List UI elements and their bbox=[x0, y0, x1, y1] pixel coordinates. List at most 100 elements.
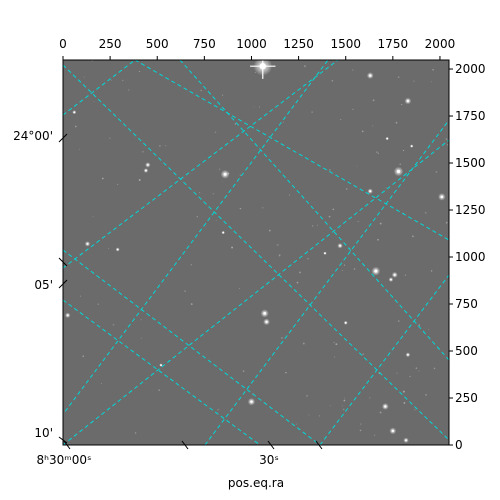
noise-speck bbox=[214, 131, 217, 133]
noise-speck bbox=[218, 168, 221, 170]
y-tick-label: 500 bbox=[455, 344, 478, 358]
noise-speck bbox=[333, 341, 335, 344]
noise-speck bbox=[430, 270, 433, 272]
noise-speck bbox=[295, 423, 298, 425]
image-noise bbox=[63, 60, 449, 436]
y-tick-label: 1000 bbox=[455, 250, 486, 264]
star bbox=[344, 321, 347, 324]
star bbox=[386, 137, 389, 140]
star bbox=[384, 405, 387, 408]
noise-speck bbox=[165, 145, 167, 147]
star bbox=[369, 190, 372, 193]
noise-speck bbox=[342, 408, 345, 411]
noise-speck bbox=[385, 187, 387, 189]
star bbox=[405, 439, 407, 442]
x-tick-label: 500 bbox=[146, 37, 169, 51]
star bbox=[410, 145, 413, 147]
noise-speck bbox=[222, 94, 224, 96]
star bbox=[250, 400, 253, 404]
grid-line bbox=[204, 119, 449, 445]
dec-tick-label: 10' bbox=[34, 426, 53, 440]
noise-speck bbox=[112, 323, 115, 326]
noise-speck bbox=[142, 150, 144, 153]
noise-speck bbox=[414, 409, 416, 411]
noise-speck bbox=[340, 119, 342, 120]
grid-line bbox=[63, 60, 136, 116]
noise-speck bbox=[109, 137, 111, 139]
noise-speck bbox=[196, 216, 198, 218]
noise-speck bbox=[238, 287, 240, 289]
star bbox=[407, 353, 409, 356]
x-tick-label: 1000 bbox=[236, 37, 267, 51]
noise-speck bbox=[138, 70, 141, 73]
grid-line bbox=[63, 299, 261, 445]
noise-speck bbox=[374, 434, 376, 436]
star bbox=[145, 169, 147, 172]
noise-speck bbox=[433, 367, 436, 370]
noise-speck bbox=[431, 81, 432, 83]
x-tick-label: 1500 bbox=[330, 37, 361, 51]
noise-speck bbox=[435, 170, 438, 173]
star bbox=[222, 231, 225, 234]
noise-speck bbox=[342, 405, 343, 407]
noise-speck bbox=[397, 76, 400, 78]
noise-speck bbox=[445, 221, 448, 224]
noise-speck bbox=[282, 121, 284, 123]
noise-speck bbox=[138, 179, 141, 181]
noise-speck bbox=[108, 248, 110, 249]
coordinate-grid bbox=[63, 60, 449, 445]
noise-speck bbox=[343, 264, 346, 266]
grid-line bbox=[63, 64, 449, 441]
noise-speck bbox=[92, 216, 94, 218]
ra-tick-mark bbox=[267, 440, 275, 450]
noise-speck bbox=[402, 149, 405, 152]
noise-speck bbox=[403, 401, 406, 404]
world-axis-left: 24°00' 05' 10' bbox=[13, 129, 68, 444]
noise-speck bbox=[411, 235, 414, 238]
noise-speck bbox=[278, 255, 281, 257]
noise-speck bbox=[258, 106, 260, 108]
noise-speck bbox=[128, 89, 130, 91]
noise-speck bbox=[311, 225, 314, 227]
noise-speck bbox=[116, 183, 119, 186]
noise-speck bbox=[82, 355, 85, 358]
noise-speck bbox=[100, 382, 102, 385]
noise-speck bbox=[288, 194, 291, 196]
noise-speck bbox=[379, 411, 382, 414]
grid-line bbox=[63, 60, 329, 416]
noise-speck bbox=[134, 432, 137, 434]
noise-speck bbox=[190, 303, 193, 306]
ra-tick-mark bbox=[63, 440, 71, 450]
grid-line bbox=[134, 60, 449, 241]
noise-speck bbox=[409, 375, 411, 378]
dec-tick-mark bbox=[58, 279, 68, 289]
noise-speck bbox=[401, 104, 403, 106]
dec-tick-label: 24°00' bbox=[13, 129, 53, 143]
noise-speck bbox=[281, 337, 283, 339]
noise-speck bbox=[215, 219, 217, 221]
x-axis-label: pos.eq.ra bbox=[228, 476, 284, 490]
noise-speck bbox=[299, 271, 301, 274]
noise-speck bbox=[372, 99, 375, 102]
x-tick-label: 1250 bbox=[283, 37, 314, 51]
star bbox=[73, 111, 76, 114]
noise-speck bbox=[335, 343, 338, 346]
star bbox=[390, 278, 392, 281]
noise-speck bbox=[278, 254, 281, 256]
noise-speck bbox=[357, 220, 359, 223]
star bbox=[391, 429, 394, 433]
ra-tick-label: 8ʰ30ᵐ00ˢ bbox=[37, 453, 92, 467]
x-tick-label: 250 bbox=[99, 37, 122, 51]
noise-speck bbox=[199, 192, 201, 194]
noise-speck bbox=[425, 393, 428, 396]
star bbox=[440, 195, 444, 199]
star bbox=[406, 99, 410, 103]
noise-speck bbox=[101, 177, 104, 180]
noise-speck bbox=[413, 80, 415, 82]
noise-speck bbox=[331, 79, 334, 82]
noise-speck bbox=[341, 269, 343, 272]
noise-speck bbox=[415, 367, 418, 369]
noise-speck bbox=[253, 106, 255, 108]
dec-tick-mark bbox=[58, 436, 68, 444]
